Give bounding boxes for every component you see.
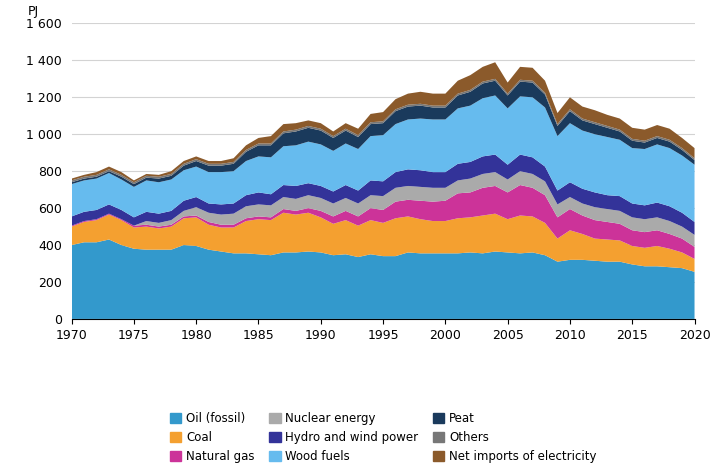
Text: PJ: PJ (28, 5, 39, 17)
Legend: Oil (fossil), Coal, Natural gas, Nuclear energy, Hydro and wind power, Wood fuel: Oil (fossil), Coal, Natural gas, Nuclear… (165, 408, 601, 468)
